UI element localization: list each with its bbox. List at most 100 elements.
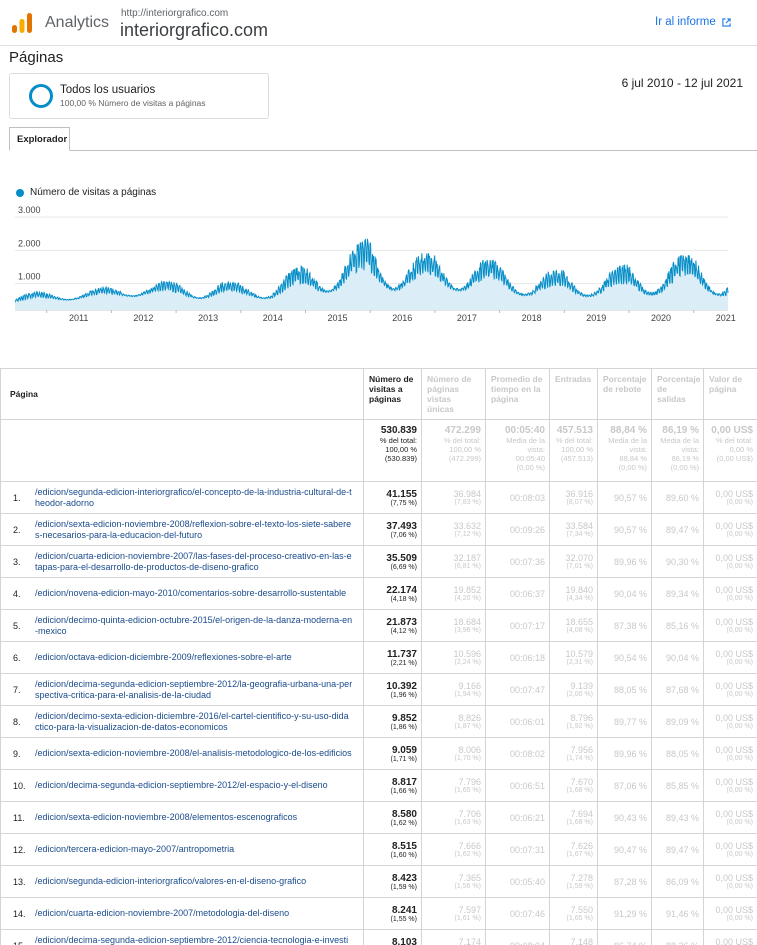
- table-row: 14. /edicion/cuarta-edicion-noviembre-200…: [0, 897, 757, 930]
- x-tick-label: 2021: [716, 313, 736, 323]
- row-index: 12.: [13, 844, 26, 855]
- total-avgtime: 00:05:40 Media de la vista: 00:05:40 (0,…: [485, 419, 550, 482]
- page-link[interactable]: /edicion/octava-edicion-diciembre-2009/r…: [35, 652, 292, 662]
- col-header-page[interactable]: Página: [0, 368, 364, 420]
- entrances-cell: 8.796 (1,92 %): [549, 705, 598, 738]
- value-cell: 0,00 US$(0,00 %): [703, 705, 757, 738]
- avgtime-cell: 00:07:47: [485, 673, 550, 706]
- entrances-cell: 19.840 (4,34 %): [549, 577, 598, 610]
- property-url[interactable]: http://interiorgrafico.com: [121, 8, 229, 19]
- page-link[interactable]: /edicion/decima-segunda-edicion-septiemb…: [35, 780, 328, 790]
- bounce-cell: 87,38 %: [597, 609, 652, 642]
- goto-report-link[interactable]: Ir al informe: [655, 16, 731, 28]
- table-row: 10. /edicion/decima-segunda-edicion-septi…: [0, 769, 757, 802]
- unique-cell: 19.852 (4,20 %): [421, 577, 486, 610]
- entrances-cell: 7.670 (1,68 %): [549, 769, 598, 802]
- total-bounce: 88,84 % Media de la vista: 88,84 % (0,00…: [597, 419, 652, 482]
- row-index: 8.: [13, 716, 21, 727]
- col-header-exit[interactable]: Porcentaje de salidas: [651, 368, 704, 420]
- page-cell: 5. /edicion/decimo-quinta-edicion-octubre…: [0, 609, 364, 642]
- row-index: 15.: [1, 941, 31, 945]
- page-link[interactable]: /edicion/cuarta-edicion-noviembre-2007/m…: [35, 908, 290, 918]
- avgtime-cell: 00:07:17: [485, 609, 550, 642]
- entrances-cell: 33.584 (7,34 %): [549, 513, 598, 546]
- page-cell: 7. /edicion/decima-segunda-edicion-septie…: [0, 673, 364, 706]
- unique-cell: 36.984 (7,83 %): [421, 481, 486, 514]
- table-row: 13. /edicion/segunda-edicion-interiorgraf…: [0, 865, 757, 898]
- segment-subtitle: 100,00 % Número de visitas a páginas: [60, 98, 206, 108]
- value-cell: 0,00 US$(0,00 %): [703, 865, 757, 898]
- exit-cell: 88,05 %: [651, 737, 704, 770]
- avgtime-cell: 00:08:02: [485, 737, 550, 770]
- page-link[interactable]: /edicion/sexta-edicion-noviembre-2008/re…: [35, 518, 352, 540]
- value-cell: 0,00 US$(0,00 %): [703, 929, 757, 945]
- chart-legend[interactable]: Número de visitas a páginas: [16, 187, 156, 198]
- page-link[interactable]: /edicion/cuarta-edicion-noviembre-2007/l…: [35, 550, 352, 572]
- value-cell: 0,00 US$(0,00 %): [703, 737, 757, 770]
- value-cell: 0,00 US$(0,00 %): [703, 833, 757, 866]
- pageviews-cell: 10.392 (1,96 %): [363, 673, 422, 706]
- unique-cell: 9.166 (1,94 %): [421, 673, 486, 706]
- entrances-cell: 10.579 (2,31 %): [549, 641, 598, 674]
- col-header-unique[interactable]: Número de páginas vistas únicas: [421, 368, 486, 420]
- pageviews-cell: 8.580 (1,62 %): [363, 801, 422, 834]
- value-cell: 0,00 US$(0,00 %): [703, 641, 757, 674]
- total-value: 0,00 US$ % del total: 0,00 % (0,00 US$): [703, 419, 757, 482]
- unique-cell: 32.187 (6,81 %): [421, 545, 486, 578]
- exit-cell: 87,68 %: [651, 673, 704, 706]
- page-link[interactable]: /edicion/novena-edicion-mayo-2010/coment…: [35, 588, 347, 598]
- bounce-cell: 89,77 %: [597, 705, 652, 738]
- total-exit: 86,19 % Media de la vista: 86,19 % (0,00…: [651, 419, 704, 482]
- entrances-cell: 36.916 (8,07 %): [549, 481, 598, 514]
- bounce-cell: 90,57 %: [597, 481, 652, 514]
- pageviews-chart[interactable]: 1.000 2.000 3.000 2011 2012 2013 2014 2015 2016…: [0, 200, 757, 325]
- total-unique: 472.299 % del total: 100,00 % (472.299): [421, 419, 486, 482]
- pageviews-cell: 9.852 (1,86 %): [363, 705, 422, 738]
- page-link[interactable]: /edicion/segunda-edicion-interiorgrafico…: [35, 876, 307, 886]
- tab-explorer[interactable]: Explorador: [9, 127, 70, 151]
- avgtime-cell: 00:06:01: [485, 705, 550, 738]
- page-title: Páginas: [9, 49, 64, 66]
- bounce-cell: 87,06 %: [597, 769, 652, 802]
- col-header-pageviews[interactable]: Número de visitas a páginas: [363, 368, 422, 420]
- x-tick-label: 2011: [69, 313, 88, 323]
- avgtime-cell: 00:06:37: [485, 577, 550, 610]
- legend-label: Número de visitas a páginas: [30, 187, 157, 198]
- exit-cell: 88,26 %: [651, 929, 704, 945]
- page-link[interactable]: /edicion/sexta-edicion-noviembre-2008/el…: [35, 812, 298, 822]
- page-link[interactable]: /edicion/decimo-quinta-edicion-octubre-2…: [35, 614, 353, 636]
- row-index: 3.: [13, 556, 21, 567]
- page-cell: 12. /edicion/tercera-edicion-mayo-2007/an…: [0, 833, 364, 866]
- entrances-cell: 7.550 (1,65 %): [549, 897, 598, 930]
- col-header-bounce[interactable]: Porcentaje de rebote: [597, 368, 652, 420]
- avgtime-cell: 00:06:51: [485, 769, 550, 802]
- col-header-value[interactable]: Valor de página: [703, 368, 757, 420]
- row-index: 9.: [13, 748, 21, 759]
- page-cell: 1. /edicion/segunda-edicion-interiorgrafi…: [0, 481, 364, 514]
- entrances-cell: 7.626 (1,67 %): [549, 833, 598, 866]
- entrances-cell: 9.139 (2,00 %): [549, 673, 598, 706]
- page-link[interactable]: /edicion/tercera-edicion-mayo-2007/antro…: [35, 844, 235, 854]
- date-range-picker[interactable]: 6 jul 2010 - 12 jul 2021: [621, 76, 743, 90]
- segment-chip[interactable]: Todos los usuarios 100,00 % Número de vi…: [9, 73, 269, 119]
- table-row: 9. /edicion/sexta-edicion-noviembre-2008/…: [0, 737, 757, 770]
- table-row: 8. /edicion/decimo-sexta-edicion-diciembr…: [0, 705, 757, 738]
- page-link[interactable]: /edicion/decima-segunda-edicion-septiemb…: [35, 934, 349, 945]
- page-link[interactable]: /edicion/segunda-edicion-interiorgrafico…: [35, 486, 352, 508]
- tab-divider: [9, 150, 757, 151]
- col-header-entrances[interactable]: Entradas: [549, 368, 598, 420]
- goto-report-label: Ir al informe: [655, 16, 716, 28]
- bounce-cell: 90,54 %: [597, 641, 652, 674]
- page-link[interactable]: /edicion/sexta-edicion-noviembre-2008/el…: [35, 748, 352, 758]
- x-tick-label: 2014: [263, 313, 283, 323]
- value-cell: 0,00 US$(0,00 %): [703, 609, 757, 642]
- page-link[interactable]: /edicion/decima-segunda-edicion-septiemb…: [35, 678, 353, 700]
- page-link[interactable]: /edicion/decimo-sexta-edicion-diciembre-…: [35, 710, 349, 732]
- exit-cell: 89,60 %: [651, 481, 704, 514]
- y-tick-label: 1.000: [18, 272, 41, 282]
- totals-empty: [0, 419, 364, 482]
- property-name[interactable]: interiorgrafico.com: [120, 20, 269, 40]
- row-index: 14.: [13, 908, 26, 919]
- col-header-avgtime[interactable]: Promedio de tiempo en la página: [485, 368, 550, 420]
- bounce-cell: 90,57 %: [597, 513, 652, 546]
